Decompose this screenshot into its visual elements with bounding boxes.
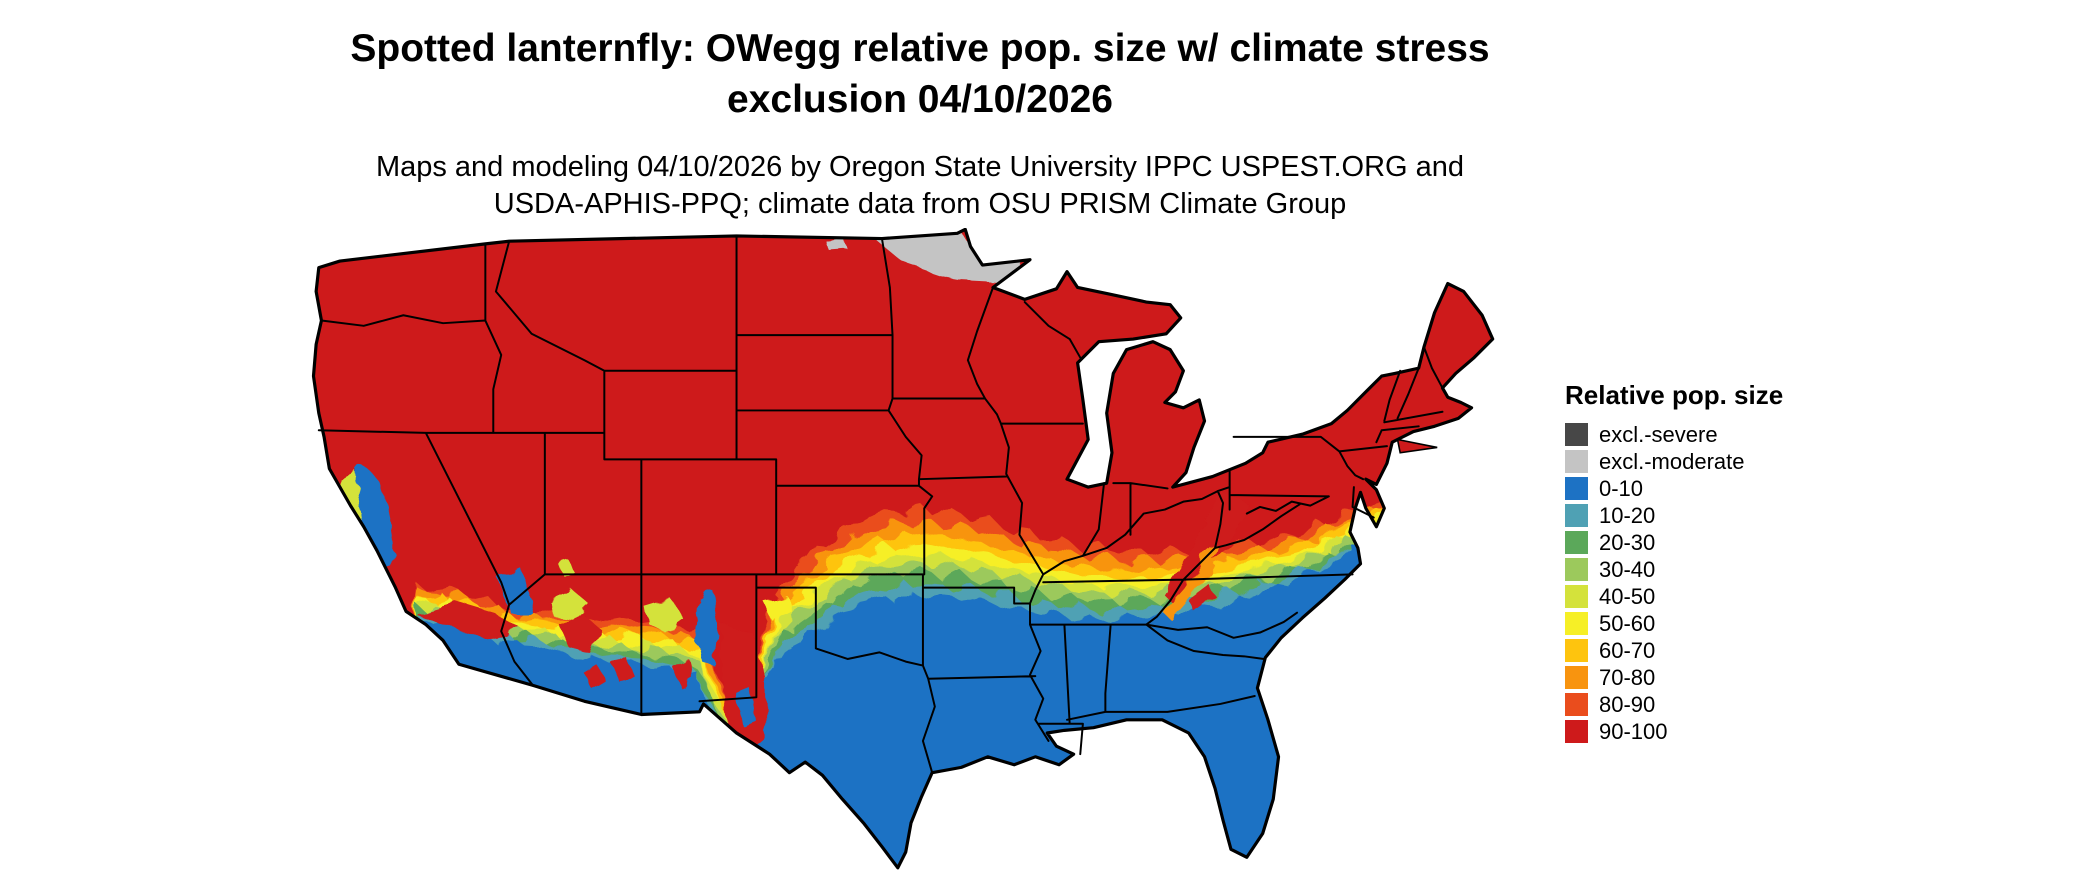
legend-swatch [1565,693,1588,716]
legend-item: 90-100 [1565,718,1783,745]
legend-swatch [1565,423,1588,446]
state-borders [317,234,1444,774]
us-map [300,228,1530,889]
legend-item: 20-30 [1565,529,1783,556]
us-map-svg [311,228,1495,870]
figure-header: Spotted lanternfly: OWegg relative pop. … [0,24,1840,222]
legend-swatch [1565,612,1588,635]
legend-swatch [1565,639,1588,662]
patch-s-nevada-blue-tip [498,569,533,615]
patch-appalachian-orange-fringe [1162,545,1218,620]
us-outline [311,228,1495,870]
patch-az-sky-island-2 [583,664,605,689]
legend-item: 50-60 [1565,610,1783,637]
legend-item: 40-50 [1565,583,1783,610]
patch-az-sky-island-1 [612,656,634,683]
legend-item: excl.-severe [1565,421,1783,448]
figure-subtitle-line1: Maps and modeling 04/10/2026 by Oregon S… [375,151,1465,184]
patch-az-highlands-red [559,614,602,654]
figure-subtitle-line2: USDA-APHIS-PPQ; climate data from OSU PR… [493,187,1347,220]
legend-item: 30-40 [1565,556,1783,583]
legend-label: 40-50 [1599,583,1656,609]
patch-excl-moderate-speck [826,238,848,251]
legend-swatch [1565,450,1588,473]
legend-label: 30-40 [1599,556,1656,582]
patch-az-yellow-patch [548,590,589,620]
legend-label: 50-60 [1599,610,1656,636]
patch-st-george-yellow-dot [558,559,573,575]
legend-label: 70-80 [1599,664,1656,690]
legend-label: 90-100 [1599,718,1668,744]
patch-s-nm-ridge-red [673,658,695,689]
patch-rio-grande-valley-blue [694,590,719,665]
legend-item: excl.-moderate [1565,448,1783,475]
legend-label: excl.-moderate [1599,448,1745,474]
legend-item: 10-20 [1565,502,1783,529]
legend-item: 0-10 [1565,475,1783,502]
legend-label: 80-90 [1599,691,1656,717]
legend-item: 60-70 [1565,637,1783,664]
patch-appalachian-red-wedge [1164,489,1247,604]
map-legend: Relative pop. size excl.-severe excl.-mod… [1565,380,1783,745]
legend-title: Relative pop. size [1565,380,1784,410]
legend-swatch [1565,477,1588,500]
legend-swatch [1565,558,1588,581]
legend-label: 10-20 [1599,502,1656,528]
legend-items: excl.-severe excl.-moderate 0-10 10-20 20-30… [1565,421,1783,745]
legend-swatch [1565,531,1588,554]
legend-swatch [1565,585,1588,608]
figure-title-line2: exclusion 04/10/2026 [727,77,1113,121]
patch-socal-ranges-red [416,602,520,641]
legend-label: 20-30 [1599,529,1656,555]
legend-label: 0-10 [1599,475,1644,501]
patch-smoky-ridge-red [1188,584,1216,612]
legend-item: 80-90 [1565,691,1783,718]
map-fill-layer [313,229,1493,868]
patch-nm-yellow-patch [646,600,684,633]
legend-swatch [1565,666,1588,689]
patch-excl-moderate-minnesota [871,230,1025,284]
legend-swatch [1565,504,1588,527]
legend-swatch [1565,720,1588,743]
figure-subtitle: Maps and modeling 04/10/2026 by Oregon S… [0,149,1840,222]
legend-item: 70-80 [1565,664,1783,691]
legend-label: excl.-severe [1599,421,1718,447]
legend-label: 60-70 [1599,637,1656,663]
long-island [1396,438,1438,454]
patch-nm-tx-yellow-patch [762,595,795,622]
figure-title-line1: Spotted lanternfly: OWegg relative pop. … [350,27,1490,70]
